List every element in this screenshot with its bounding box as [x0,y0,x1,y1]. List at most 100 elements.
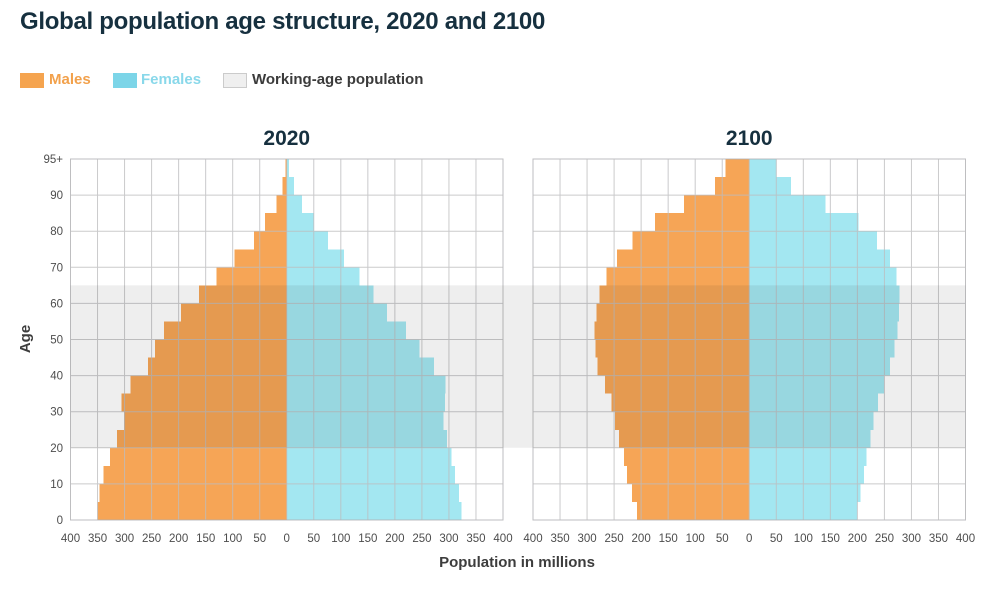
x-tick-label: 350 [550,533,569,545]
x-tick-label: 50 [770,533,783,545]
males-legend-label: Males [49,71,91,88]
bars-2100 [594,159,900,520]
male-bar-90-94 [715,177,750,196]
female-bar-30-34 [286,393,446,412]
x-tick-label: 400 [493,533,512,545]
x-tick-label: 50 [307,533,320,545]
female-bar-95+ [286,159,289,178]
x-tick-label: 300 [902,533,921,545]
x-tick-label: 250 [875,533,894,545]
male-bar-15-19 [623,447,750,466]
y-tick-label: 95+ [43,154,63,166]
male-bar-50-54 [594,321,750,340]
male-bar-55-59 [596,303,750,322]
female-bar-20-24 [749,429,871,448]
female-bar-50-54 [749,321,898,340]
female-bar-70-74 [749,249,890,268]
male-bar-10-14 [103,465,287,484]
male-bar-85-89 [683,195,750,214]
working-age-legend-label: Working-age population [252,71,424,88]
female-bar-15-19 [286,447,452,466]
females-swatch [113,73,137,88]
male-bar-65-69 [606,267,750,286]
male-bar-55-59 [180,303,287,322]
pyramid-2020: 2020 400 350 300 250 200 150 100 50 0 50 100 150 200 2… [61,127,513,545]
female-bar-60-64 [749,285,900,304]
x-axis-label: Population in millions [439,554,595,571]
male-bar-75-79 [632,231,750,250]
x-tick-label: 350 [929,533,948,545]
female-bar-75-79 [749,231,877,250]
x-tick-label: 350 [466,533,485,545]
x-tick-labels-2100: 400 350 300 250 200 150 100 50 0 50 100 150 200 250 30… [523,533,975,545]
female-bar-10-14 [749,465,864,484]
x-tick-label: 250 [412,533,431,545]
male-bar-50-54 [164,321,287,340]
grid-2020 [70,158,504,521]
x-tick-label: 200 [632,533,651,545]
female-bar-20-24 [286,429,447,448]
x-tick-label: 200 [169,533,188,545]
female-bar-5-9 [749,483,861,502]
female-bar-55-59 [749,303,900,322]
female-bar-25-29 [286,411,444,430]
female-bar-15-19 [749,447,867,466]
x-tick-label: 300 [439,533,458,545]
male-bar-0-4 [97,501,287,520]
male-bar-20-24 [618,429,750,448]
grid-2100 [532,158,966,521]
female-bar-40-44 [286,357,434,376]
chart-title-2020: 2020 [263,127,310,150]
y-tick-label: 0 [57,515,63,527]
male-bar-95+ [725,159,750,178]
x-tick-label: 150 [821,533,840,545]
female-bar-5-9 [286,483,460,502]
pyramid-2100: 2100 400 350 300 250 200 150 100 50 0 50 100 150 200 2… [523,127,975,545]
x-tick-label: 250 [605,533,624,545]
female-bar-80-84 [286,213,314,232]
male-bar-0-4 [636,501,750,520]
male-bar-70-74 [616,249,750,268]
female-bar-65-69 [286,267,360,286]
chart-title-2100: 2100 [726,127,773,150]
x-tick-label: 400 [523,533,542,545]
y-tick-label: 10 [50,479,63,491]
x-tick-label: 150 [659,533,678,545]
male-bar-85-89 [276,195,287,214]
female-bar-35-39 [286,375,446,394]
male-bar-80-84 [265,213,287,232]
male-bar-30-34 [121,393,287,412]
x-tick-label: 100 [686,533,705,545]
y-tick-label: 50 [50,335,63,347]
male-bar-25-29 [615,411,750,430]
x-tick-label: 350 [88,533,107,545]
x-tick-label: 150 [358,533,377,545]
y-tick-label: 80 [50,226,63,238]
x-tick-label: 50 [716,533,729,545]
male-bar-35-39 [130,375,287,394]
y-tick-label: 70 [50,262,63,274]
female-bar-35-39 [749,375,884,394]
x-tick-label: 200 [848,533,867,545]
female-bar-90-94 [749,177,791,196]
female-bar-40-44 [749,357,890,376]
figure-title: Global population age structure, 2020 an… [20,8,546,35]
female-bar-30-34 [749,393,878,412]
male-bar-45-49 [154,339,287,358]
female-bar-85-89 [286,195,302,214]
males-swatch [20,73,44,88]
y-tick-label: 90 [50,190,63,202]
female-bar-10-14 [286,465,455,484]
female-bar-60-64 [286,285,374,304]
female-bar-65-69 [749,267,897,286]
y-axis-label: Age [17,325,34,353]
females-legend-label: Females [141,71,202,88]
x-tick-label: 100 [794,533,813,545]
y-tick-label: 30 [50,407,63,419]
female-bar-25-29 [749,411,874,430]
x-tick-label: 0 [284,533,290,545]
x-tick-label: 100 [223,533,242,545]
y-tick-label: 40 [50,371,63,383]
male-bar-20-24 [116,429,287,448]
working-age-band [70,285,966,448]
